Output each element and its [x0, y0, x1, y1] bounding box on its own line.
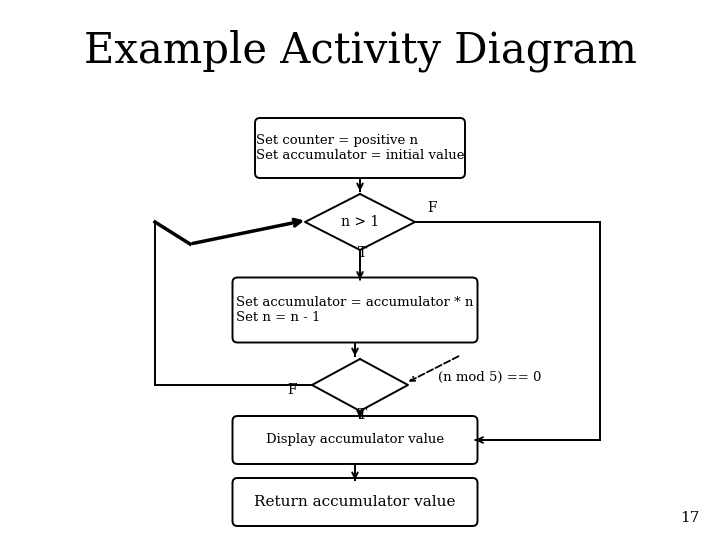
Text: Return accumulator value: Return accumulator value	[254, 495, 456, 509]
Text: n > 1: n > 1	[341, 215, 379, 229]
FancyBboxPatch shape	[255, 118, 465, 178]
Text: (n mod 5) == 0: (n mod 5) == 0	[438, 370, 541, 383]
FancyBboxPatch shape	[233, 278, 477, 342]
Text: F: F	[287, 383, 297, 397]
FancyBboxPatch shape	[233, 416, 477, 464]
Text: 17: 17	[680, 511, 700, 525]
Text: F: F	[427, 201, 437, 215]
Text: Set accumulator = accumulator * n
Set n = n - 1: Set accumulator = accumulator * n Set n …	[236, 296, 474, 324]
Text: Display accumulator value: Display accumulator value	[266, 434, 444, 447]
Text: Set counter = positive n
Set accumulator = initial value: Set counter = positive n Set accumulator…	[256, 134, 464, 162]
FancyBboxPatch shape	[233, 478, 477, 526]
Text: T: T	[359, 246, 368, 260]
Text: Example Activity Diagram: Example Activity Diagram	[84, 30, 636, 72]
Text: T: T	[359, 408, 368, 422]
